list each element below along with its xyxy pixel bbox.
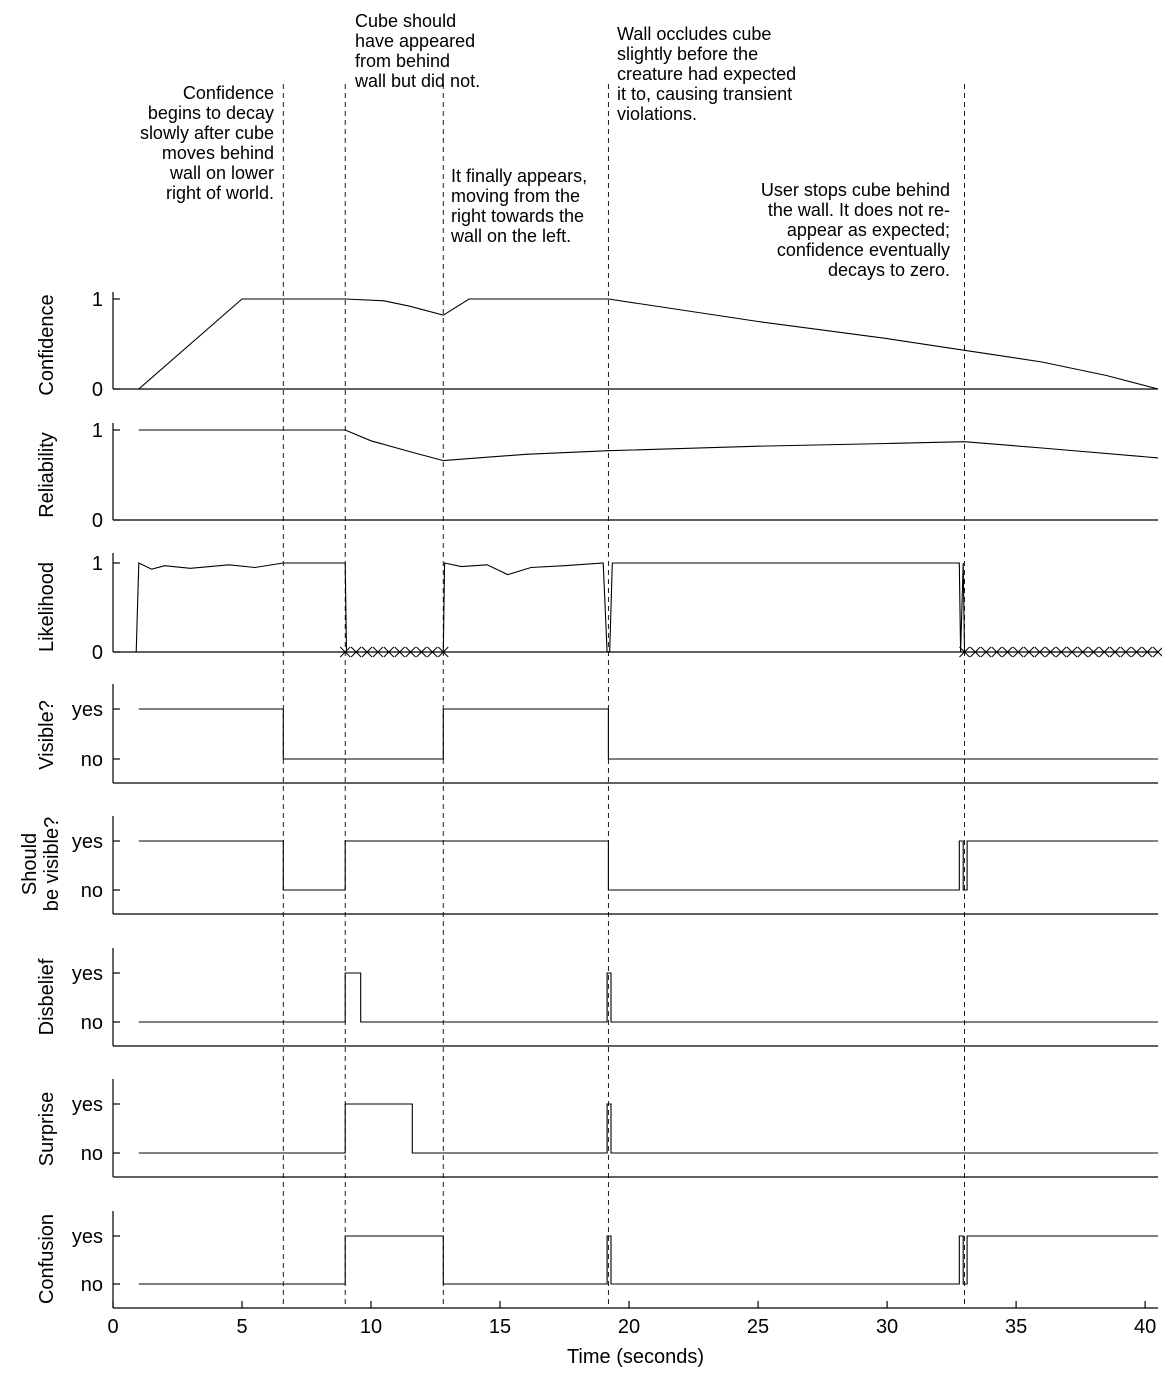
annotation-finally-appears: It finally appears, moving from the righ… — [451, 166, 588, 246]
panel-1-ytick-label-1: 0 — [92, 510, 103, 532]
annotation-confidence-decay: Confidence begins to decay slowly after … — [139, 83, 274, 203]
panel-2-violation-marker — [394, 646, 406, 658]
panel-6-ytick-label-0: yes — [72, 1094, 103, 1116]
panel-2-violation-marker — [437, 646, 449, 658]
panel-6-ytick-label-1: no — [81, 1143, 103, 1165]
panel-2-violation-marker — [969, 646, 981, 658]
x-tick-label-8: 40 — [1134, 1316, 1156, 1338]
panel-2-violation-marker — [1002, 646, 1013, 658]
panel-7-series-line — [138, 1235, 1158, 1285]
panel-5-ylabel: Disbelief — [36, 958, 58, 1035]
panel-2-ytick-label-0: 1 — [92, 553, 103, 575]
panel-3-series-line — [138, 708, 1158, 760]
panel-1-ylabel: Reliability — [36, 432, 58, 518]
x-tick-label-5: 25 — [747, 1316, 769, 1338]
panel-2-violation-marker — [1120, 646, 1132, 658]
panel-2-violation-marker — [372, 646, 384, 658]
panel-4-ytick-label-0: yes — [72, 831, 103, 853]
panel-1-ytick-label-0: 1 — [92, 420, 103, 442]
panel-1-series-line — [138, 429, 1159, 462]
panel-2-violation-marker — [1098, 646, 1110, 658]
panel-2-violation-marker — [416, 646, 427, 658]
panel-2-violation-marker — [339, 646, 351, 658]
x-tick-label-2: 10 — [360, 1316, 382, 1338]
panel-2-violation-marker — [1045, 646, 1056, 658]
panel-2-ylabel: Likelihood — [36, 562, 58, 652]
panel-7-ytick-label-0: yes — [72, 1226, 103, 1248]
x-tick-label-0: 0 — [107, 1316, 118, 1338]
panel-7-ytick-label-1: no — [81, 1274, 103, 1296]
panel-2-violation-marker — [1012, 646, 1024, 658]
x-tick-label-3: 15 — [489, 1316, 511, 1338]
panel-7-ylabel: Confusion — [36, 1214, 58, 1304]
panel-2-violation-marker — [1066, 646, 1078, 658]
panel-5-ytick-label-1: no — [81, 1012, 103, 1034]
panel-2-violation-marker — [959, 646, 970, 658]
panel-0-series-line — [138, 298, 1159, 390]
panel-2-violation-marker — [1141, 646, 1153, 658]
panel-2-violation-marker — [405, 646, 416, 658]
panel-2-violation-marker — [350, 646, 362, 658]
annotation-cube-should-appear: Cube should have appeared from behind wa… — [355, 11, 481, 91]
x-tick-label-4: 20 — [618, 1316, 640, 1338]
panel-2-violation-marker — [991, 646, 1003, 658]
panel-3-ytick-label-0: yes — [72, 699, 103, 721]
panel-6-series-line — [138, 1103, 1158, 1154]
panel-0-ylabel: Confidence — [36, 294, 58, 395]
panel-2-violation-marker — [1131, 646, 1142, 658]
x-tick-label-1: 5 — [236, 1316, 247, 1338]
panel-2-violation-marker — [361, 646, 373, 658]
panel-4-ylabel: Shouldbe visible? — [19, 817, 63, 912]
panel-2-violation-marker — [1088, 646, 1099, 658]
panel-2-violation-marker — [980, 646, 992, 658]
panel-6-ylabel: Surprise — [36, 1092, 58, 1166]
x-tick-label-6: 30 — [876, 1316, 898, 1338]
panel-2-violation-marker — [1109, 646, 1121, 658]
x-tick-label-7: 35 — [1005, 1316, 1027, 1338]
annotation-user-stops-cube: User stops cube behind the wall. It does… — [760, 180, 950, 280]
panel-3-ytick-label-1: no — [81, 749, 103, 771]
panel-3-ylabel: Visible? — [36, 700, 58, 770]
panel-2-violation-marker — [427, 646, 438, 658]
panel-4-series-line — [138, 840, 1158, 891]
panel-2-ytick-label-1: 0 — [92, 642, 103, 664]
panel-2-violation-marker — [1034, 646, 1046, 658]
panel-2-violation-marker — [383, 646, 395, 658]
panel-0-ytick-label-1: 0 — [92, 379, 103, 401]
panel-0-ytick-label-0: 1 — [92, 289, 103, 311]
annotation-wall-occludes: Wall occludes cube slightly before the c… — [617, 24, 797, 124]
panel-2-violation-marker — [1023, 646, 1035, 658]
panel-2-violation-marker — [1152, 646, 1162, 658]
x-axis-label: Time (seconds) — [567, 1346, 704, 1368]
panel-5-ytick-label-0: yes — [72, 963, 103, 985]
panel-2-series-line — [135, 562, 1158, 653]
panel-4-ytick-label-1: no — [81, 880, 103, 902]
panel-2-violation-marker — [1077, 646, 1089, 658]
panel-5-series-line — [138, 972, 1158, 1023]
panel-2-violation-marker — [1055, 646, 1067, 658]
